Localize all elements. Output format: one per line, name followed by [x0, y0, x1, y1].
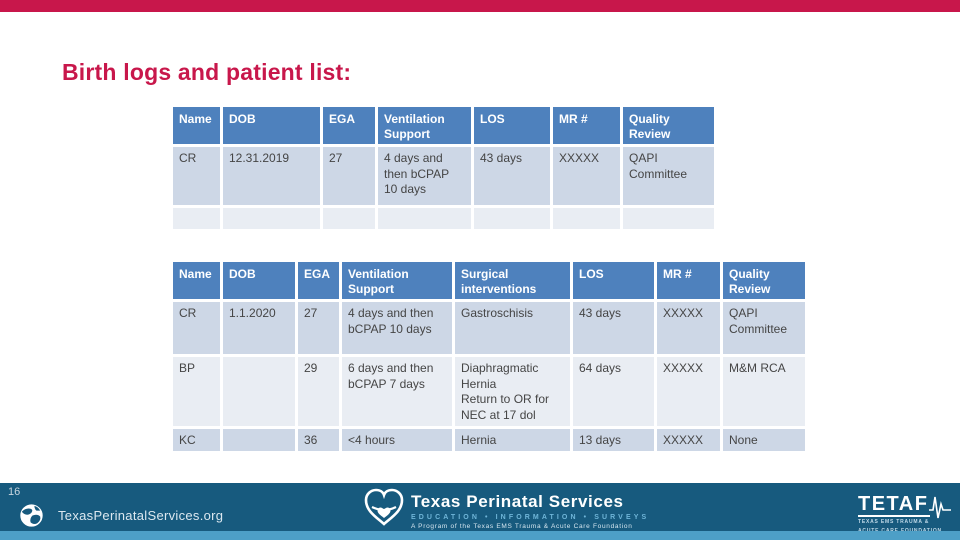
cell-quality-review: QAPI Committee: [623, 147, 714, 205]
cell-name: [173, 208, 220, 229]
tetaf-subtitle-line1: TEXAS EMS TRAUMA &: [858, 519, 930, 525]
table-row: CR 1.1.2020 27 4 days and then bCPAP 10 …: [173, 302, 805, 354]
cell-surgical: Gastroschisis: [455, 302, 570, 354]
cell-name: CR: [173, 147, 220, 205]
website-group: TexasPerinatalServices.org: [18, 502, 223, 529]
tetaf-logo-name: TETAF: [858, 493, 929, 515]
cell-dob: [223, 357, 295, 426]
cell-quality-review: QAPI Committee: [723, 302, 805, 354]
column-header-ventilation: Ventilation Support: [342, 262, 452, 299]
cell-ventilation: [378, 208, 471, 229]
column-header-name: Name: [173, 262, 220, 299]
tps-logo-subtitle: A Program of the Texas EMS Trauma & Acut…: [411, 523, 633, 530]
cell-ventilation: 6 days and then bCPAP 7 days: [342, 357, 452, 426]
tetaf-logo-top: TETAF: [858, 493, 953, 519]
cell-quality-review: [623, 208, 714, 229]
globe-icon: [18, 502, 45, 529]
tps-logo-text: Texas Perinatal Services EDUCATION • INF…: [411, 487, 649, 530]
cell-quality-review: None: [723, 429, 805, 451]
column-header-dob: DOB: [223, 262, 295, 299]
tps-logo: Texas Perinatal Services EDUCATION • INF…: [362, 487, 649, 530]
birth-log-table: Name DOB EGA Ventilation Support LOS MR …: [170, 104, 717, 232]
cell-quality-review: M&M RCA: [723, 357, 805, 426]
patient-list-table: Name DOB EGA Ventilation Support Surgica…: [170, 259, 808, 454]
bottom-accent-bar: [0, 531, 960, 540]
tps-logo-title: Texas Perinatal Services: [411, 492, 624, 511]
column-header-quality-review: Quality Review: [623, 107, 714, 144]
column-header-los: LOS: [474, 107, 550, 144]
cell-surgical: Diaphragmatic Hernia Return to OR for NE…: [455, 357, 570, 426]
website-link: TexasPerinatalServices.org: [58, 508, 224, 523]
cell-surgical: Hernia: [455, 429, 570, 451]
table-row: CR 12.31.2019 27 4 days and then bCPAP 1…: [173, 147, 714, 205]
cell-ventilation: 4 days and then bCPAP 10 days: [378, 147, 471, 205]
cell-los: 43 days: [573, 302, 654, 354]
heart-icon: [364, 488, 404, 526]
cell-mr: XXXXX: [657, 302, 720, 354]
cell-mr: XXXXX: [657, 429, 720, 451]
cell-dob: [223, 208, 320, 229]
cell-dob: 12.31.2019: [223, 147, 320, 205]
column-header-surgical: Surgical interventions: [455, 262, 570, 299]
cell-ega: 27: [298, 302, 339, 354]
column-header-ega: EGA: [323, 107, 375, 144]
ekg-pulse-icon: [929, 496, 952, 519]
column-header-mr: MR #: [553, 107, 620, 144]
column-header-mr: MR #: [657, 262, 720, 299]
column-header-quality-review: Quality Review: [723, 262, 805, 299]
table-row-empty: [173, 208, 714, 229]
cell-ega: 27: [323, 147, 375, 205]
column-header-ventilation: Ventilation Support: [378, 107, 471, 144]
column-header-name: Name: [173, 107, 220, 144]
cell-ega: [323, 208, 375, 229]
table-row: BP 29 6 days and then bCPAP 7 days Diaph…: [173, 357, 805, 426]
footer-band: 16 TexasPerinatalServices.org Texas Peri…: [0, 483, 960, 534]
cell-dob: [223, 429, 295, 451]
table-row: KC 36 <4 hours Hernia 13 days XXXXX None: [173, 429, 805, 451]
column-header-los: LOS: [573, 262, 654, 299]
top-accent-bar: [0, 0, 960, 12]
tetaf-underline: [858, 515, 930, 517]
page-title: Birth logs and patient list:: [62, 59, 352, 85]
column-header-dob: DOB: [223, 107, 320, 144]
tps-logo-tagline: EDUCATION • INFORMATION • SURVEYS: [411, 514, 650, 521]
cell-los: 13 days: [573, 429, 654, 451]
cell-dob: 1.1.2020: [223, 302, 295, 354]
cell-los: 64 days: [573, 357, 654, 426]
cell-ventilation: 4 days and then bCPAP 10 days: [342, 302, 452, 354]
cell-mr: XXXXX: [553, 147, 620, 205]
column-header-ega: EGA: [298, 262, 339, 299]
cell-mr: [553, 208, 620, 229]
page-number: 16: [8, 486, 21, 498]
table-header-row: Name DOB EGA Ventilation Support LOS MR …: [173, 107, 714, 144]
cell-ventilation: <4 hours: [342, 429, 452, 451]
cell-ega: 36: [298, 429, 339, 451]
cell-ega: 29: [298, 357, 339, 426]
cell-los: [474, 208, 550, 229]
table-header-row: Name DOB EGA Ventilation Support Surgica…: [173, 262, 805, 299]
cell-los: 43 days: [474, 147, 550, 205]
cell-name: BP: [173, 357, 220, 426]
cell-name: KC: [173, 429, 220, 451]
tetaf-logo: TETAF TEXAS EMS TRAUMA & ACUTE CARE FOUN…: [858, 494, 953, 535]
cell-name: CR: [173, 302, 220, 354]
cell-mr: XXXXX: [657, 357, 720, 426]
